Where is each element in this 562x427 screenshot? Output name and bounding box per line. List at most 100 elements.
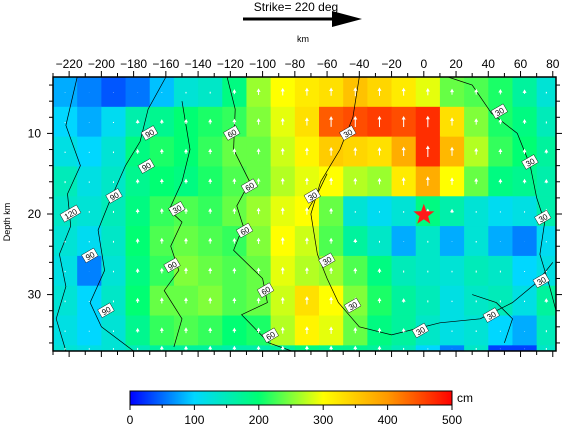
arrow-up-icon: [377, 115, 382, 128]
x-axis: −220 −200 −180 −160 −140 −120 −100 −80 −60 −40 −20…: [52, 57, 560, 357]
contour-label: 30: [318, 252, 336, 268]
contour-label: 90: [163, 257, 181, 273]
slip-cell: [512, 345, 538, 352]
contour-line: [447, 76, 557, 311]
arrow-up-icon: [329, 207, 334, 214]
arrow-up-icon: [329, 326, 334, 334]
contour-label: 90: [105, 188, 123, 204]
contour-label: 30: [168, 201, 186, 217]
x-tick-label: 0: [420, 57, 427, 71]
arrow-up-icon: [450, 117, 455, 126]
arrow-up-icon: [232, 89, 237, 95]
arrow-up-icon: [353, 177, 358, 185]
arrow-up-icon: [256, 178, 261, 185]
colorbar-tick-label: 200: [249, 413, 269, 427]
contour-label: 60: [235, 222, 254, 239]
x-tick-label: −20: [381, 57, 402, 71]
x-tick-label: −220: [56, 57, 83, 71]
slip-cell: [391, 226, 417, 257]
x-tick-label: 60: [514, 57, 528, 71]
arrow-up-icon: [425, 88, 430, 96]
arrow-up-icon: [280, 266, 285, 275]
arrow-up-icon: [329, 237, 334, 244]
arrow-up-icon: [280, 117, 285, 126]
arrow-up-icon: [184, 178, 189, 184]
arrow-up-icon: [135, 208, 140, 214]
arrow-up-icon: [450, 146, 455, 156]
arrow-up-icon: [232, 297, 237, 304]
arrow-up-icon: [280, 326, 285, 334]
strike-label: Strike= 220 deg: [254, 0, 338, 14]
slip-cell: [77, 315, 102, 346]
arrow-up-icon: [280, 87, 285, 96]
slip-cell: [488, 345, 513, 352]
arrow-up-icon: [544, 178, 549, 184]
arrow-up-icon: [208, 345, 213, 351]
y-tick-label: 30: [28, 288, 42, 302]
arrow-up-icon: [329, 116, 334, 127]
arrow-up-icon: [329, 87, 334, 96]
arrow-up-icon: [329, 267, 334, 274]
contour-label: 30: [534, 209, 552, 226]
arrow-up-icon: [184, 345, 189, 351]
arrow-up-icon: [474, 178, 479, 185]
arrow-up-icon: [208, 118, 213, 125]
arrow-up-icon: [450, 88, 455, 95]
x-tick-label: 80: [546, 57, 560, 71]
contour-label: 30: [521, 154, 539, 170]
arrow-up-icon: [280, 236, 285, 245]
slip-cell: [512, 315, 538, 346]
arrow-up-icon: [256, 345, 261, 351]
slip-cell: [512, 255, 538, 287]
arrow-up-icon: [474, 118, 479, 125]
slip-cell: [415, 345, 441, 352]
contour-label: 60: [223, 125, 241, 141]
arrow-up-icon: [450, 208, 455, 214]
arrow-up-icon: [522, 178, 527, 184]
x-tick-label: 40: [482, 57, 496, 71]
arrow-up-icon: [401, 177, 406, 186]
arrow-up-icon: [208, 237, 213, 244]
arrow-up-icon: [159, 267, 164, 274]
arrow-up-icon: [353, 147, 358, 156]
arrow-up-icon: [135, 178, 140, 184]
colorbar-tick-label: 0: [127, 413, 134, 427]
arrow-up-icon: [304, 207, 309, 215]
arrow-up-icon: [208, 297, 213, 304]
arrow-up-icon: [184, 148, 189, 154]
contour-line: [55, 76, 81, 352]
contour-label: 30: [482, 307, 500, 323]
arrow-up-icon: [208, 327, 213, 334]
arrow-up-icon: [280, 207, 285, 215]
arrow-up-icon: [377, 268, 382, 274]
arrow-up-icon: [522, 148, 527, 154]
arrow-up-icon: [159, 327, 164, 334]
contour-label: 90: [81, 247, 99, 264]
arrow-up-icon: [184, 327, 189, 334]
contour-label: 90: [97, 302, 115, 318]
colorbar-tick-label: 500: [442, 413, 462, 427]
arrow-up-icon: [159, 297, 164, 304]
slip-cell: [77, 136, 102, 167]
x-tick-label: −140: [185, 57, 212, 71]
arrow-up-icon: [135, 327, 140, 333]
arrow-up-icon: [159, 208, 164, 214]
arrow-up-icon: [159, 148, 164, 155]
arrow-up-icon: [280, 177, 285, 185]
arrow-up-icon: [256, 207, 261, 215]
arrow-up-icon: [256, 237, 261, 244]
slip-cell: [77, 77, 102, 108]
arrow-up-icon: [304, 267, 309, 274]
arrow-up-icon: [377, 87, 382, 96]
arrow-up-icon: [280, 147, 285, 155]
x-tick-label: −60: [317, 57, 338, 71]
arrow-up-icon: [232, 207, 237, 214]
arrow-up-icon: [232, 148, 237, 155]
arrow-up-icon: [304, 326, 309, 335]
slip-cell: [439, 345, 465, 352]
contour-label: 30: [339, 125, 357, 141]
x-tick-label: −200: [88, 57, 115, 71]
slip-cell: [439, 226, 465, 257]
arrow-up-icon: [522, 89, 527, 94]
